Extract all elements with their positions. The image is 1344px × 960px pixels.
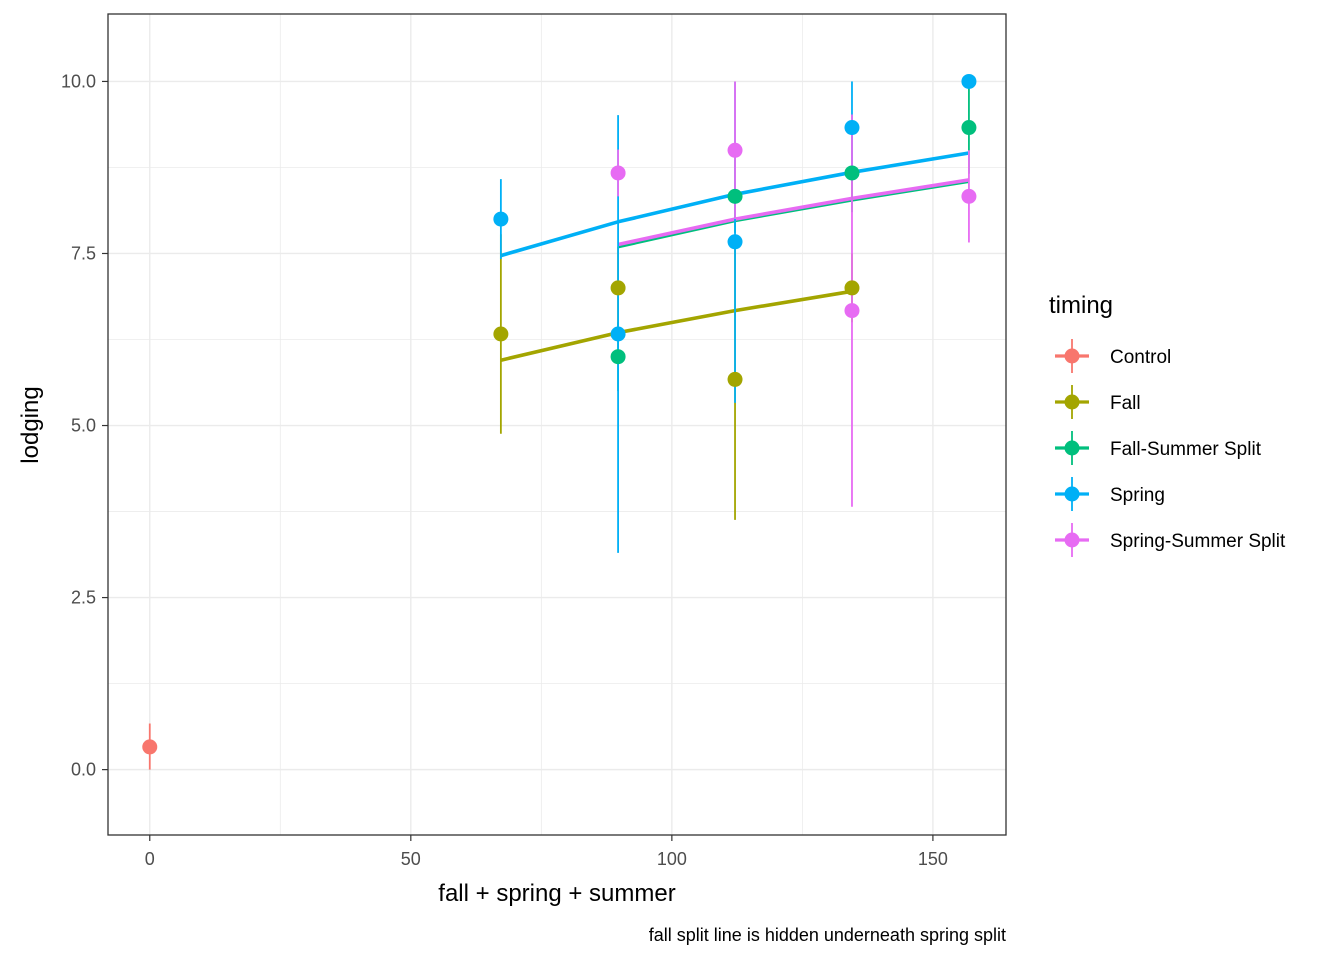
legend-label: Control	[1110, 347, 1171, 368]
data-point	[727, 371, 743, 387]
legend-label: Fall-Summer Split	[1110, 439, 1262, 460]
fit-line	[500, 289, 853, 362]
y-tick-label: 5.0	[71, 416, 96, 436]
legend-title: timing	[1049, 292, 1113, 319]
data-point	[727, 234, 743, 250]
y-tick-label: 7.5	[71, 243, 96, 263]
x-tick-label: 150	[918, 849, 948, 869]
data-point	[493, 326, 509, 342]
data-point	[844, 165, 860, 181]
legend-key-point	[1064, 348, 1080, 364]
data-point	[610, 349, 626, 365]
legend-label: Spring-Summer Split	[1110, 531, 1286, 552]
data-point	[961, 188, 977, 204]
legend-label: Spring	[1110, 485, 1165, 506]
legend: timing Control Fall Fall-Summer Split Sprin…	[1049, 292, 1286, 557]
axis-ticks: 0 50 100 150 0.0 2.5 5.0 7.5 10.0	[61, 71, 948, 869]
data-point	[610, 326, 626, 342]
data-point	[844, 280, 860, 296]
x-tick-label: 50	[401, 849, 421, 869]
data-point	[493, 211, 509, 227]
legend-key-point	[1064, 440, 1080, 456]
x-tick-label: 0	[145, 849, 155, 869]
panel-border	[107, 13, 1007, 836]
legend-label: Fall	[1110, 393, 1141, 414]
data-point	[844, 120, 860, 136]
data-point	[961, 120, 977, 136]
caption: fall split line is hidden underneath spr…	[649, 925, 1006, 945]
x-axis-title: fall + spring + summer	[438, 880, 675, 907]
data-point	[142, 739, 158, 755]
data-point	[961, 73, 977, 89]
data-point	[844, 303, 860, 319]
data-point	[727, 142, 743, 158]
data-point	[727, 188, 743, 204]
y-axis-title: lodging	[17, 386, 44, 463]
data-point	[610, 165, 626, 181]
y-tick-label: 0.0	[71, 760, 96, 780]
x-tick-label: 100	[657, 849, 687, 869]
data-point	[610, 280, 626, 296]
y-tick-label: 2.5	[71, 588, 96, 608]
series-layer	[142, 73, 977, 770]
panel-background	[108, 14, 1006, 835]
legend-key-point	[1064, 394, 1080, 410]
legend-key-point	[1064, 486, 1080, 502]
fit-line	[617, 178, 970, 247]
y-tick-label: 10.0	[61, 71, 96, 91]
grid	[108, 14, 1006, 835]
legend-key-point	[1064, 532, 1080, 548]
